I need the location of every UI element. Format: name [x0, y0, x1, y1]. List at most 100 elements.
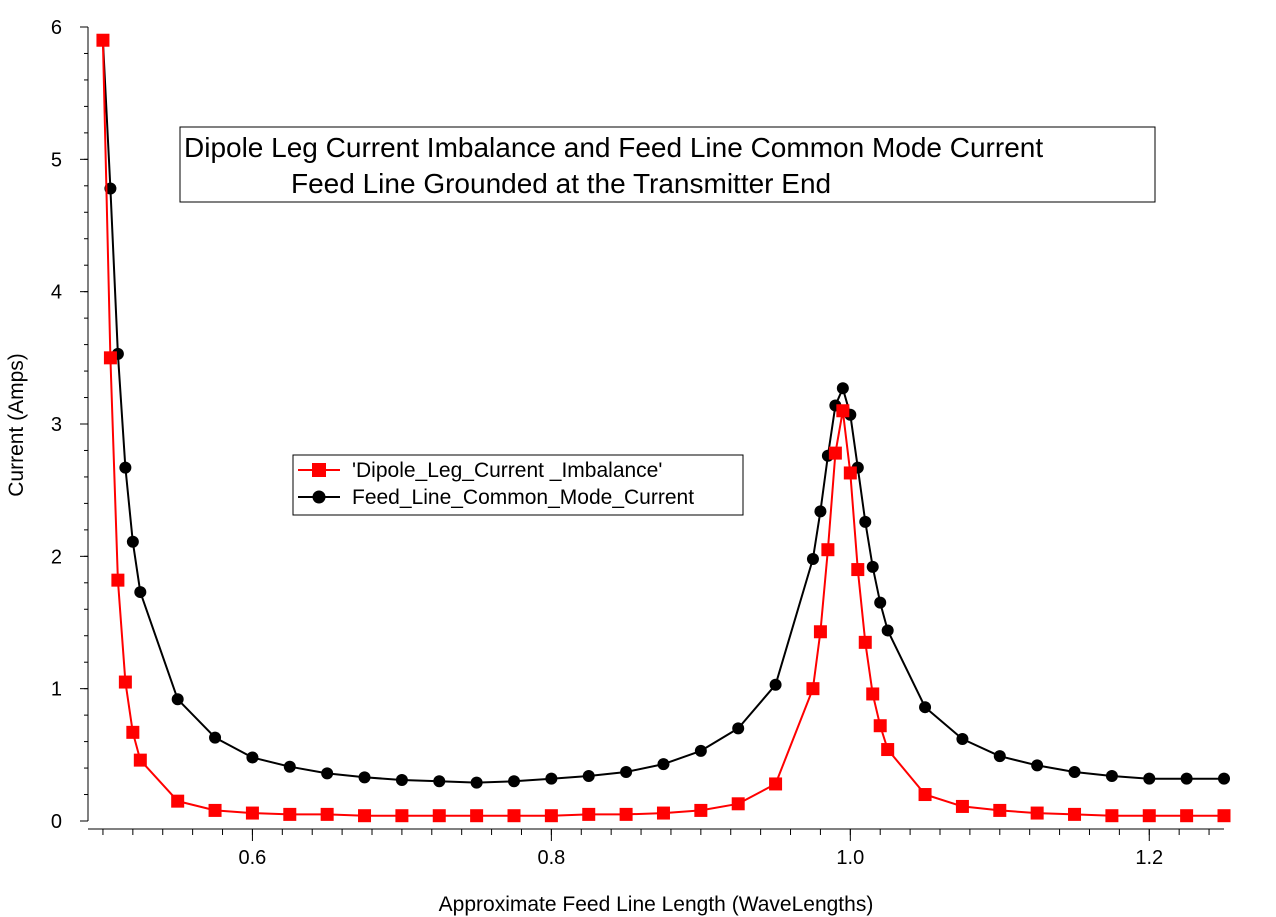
data-point: [1068, 807, 1082, 821]
x-tick-label: 0.6: [239, 847, 267, 869]
data-point: [732, 722, 745, 735]
data-point: [171, 693, 184, 706]
y-tick-label: 6: [51, 17, 62, 39]
data-point: [814, 505, 827, 518]
chart-title: Dipole Leg Current Imbalance and Feed Li…: [179, 126, 1156, 203]
data-point: [96, 33, 110, 47]
y-tick-label: 3: [51, 414, 62, 436]
data-point: [111, 573, 125, 587]
data-point: [544, 809, 558, 823]
x-tick-label: 1.2: [1135, 847, 1163, 869]
data-point: [866, 560, 879, 573]
data-point: [874, 596, 887, 609]
data-point: [470, 776, 483, 789]
data-point: [813, 625, 827, 639]
data-point: [993, 750, 1006, 763]
legend-marker-common-mode: [312, 490, 326, 504]
data-point: [881, 624, 894, 637]
data-point: [171, 794, 185, 808]
data-point: [836, 382, 849, 395]
data-point: [806, 552, 819, 565]
legend-label-imbalance: 'Dipole_Leg_Current _Imbalance': [352, 459, 662, 482]
data-point: [858, 635, 872, 649]
data-point: [358, 809, 372, 823]
data-point: [1030, 806, 1044, 820]
data-point: [508, 775, 520, 788]
data-point: [1105, 809, 1119, 823]
data-point: [806, 682, 820, 696]
data-point: [358, 771, 371, 784]
data-point: [126, 535, 139, 548]
data-point: [1218, 772, 1230, 785]
data-point: [821, 543, 835, 557]
data-point: [694, 803, 708, 817]
data-point: [395, 773, 408, 786]
data-point: [694, 744, 707, 757]
data-point: [828, 446, 842, 460]
data-point: [919, 701, 932, 714]
data-point: [866, 687, 880, 701]
data-point: [1068, 766, 1081, 779]
data-point: [126, 725, 140, 739]
data-point: [769, 777, 783, 791]
data-point: [1031, 759, 1044, 772]
data-point: [859, 515, 872, 528]
data-point: [283, 807, 297, 821]
title-line-1: Dipole Leg Current Imbalance and Feed Li…: [184, 132, 1043, 163]
data-point: [470, 809, 484, 823]
data-point: [1143, 772, 1156, 785]
data-point: [851, 563, 865, 577]
y-tick-label: 5: [51, 149, 62, 171]
data-point: [245, 806, 259, 820]
data-point: [843, 466, 857, 480]
y-tick-label: 1: [51, 679, 62, 701]
data-point: [118, 675, 132, 689]
data-point: [246, 751, 259, 764]
legend-box: [292, 454, 744, 516]
data-point: [209, 731, 222, 744]
data-point: [507, 809, 521, 823]
data-point: [993, 803, 1007, 817]
data-point: [545, 772, 558, 785]
legend-label-common-mode: Feed_Line_Common_Mode_Current: [352, 486, 694, 509]
y-tick-label: 4: [51, 282, 62, 304]
data-point: [918, 788, 932, 802]
data-point: [881, 743, 895, 757]
y-axis-label: Current (Amps): [5, 353, 28, 497]
x-tick-label: 0.8: [537, 847, 565, 869]
legend-marker-imbalance: [312, 463, 326, 477]
data-point: [731, 797, 745, 811]
data-point: [1217, 809, 1231, 823]
data-point: [103, 351, 117, 365]
data-point: [133, 753, 147, 767]
data-point: [134, 586, 147, 599]
data-point: [619, 807, 633, 821]
axes: 0 1 2 3 4 5 6 0.6 0.8 1.0 1.2: [51, 17, 1224, 869]
data-point: [433, 775, 446, 788]
data-point: [1142, 809, 1156, 823]
y-tick-label: 0: [51, 811, 62, 833]
data-point: [1180, 809, 1194, 823]
data-point: [119, 461, 132, 474]
data-point: [395, 809, 409, 823]
series-feed-line-common-mode-current: [96, 34, 1230, 789]
series-layer: [96, 33, 1231, 823]
legend: 'Dipole_Leg_Current _Imbalance' Feed_Lin…: [292, 454, 744, 516]
data-point: [955, 799, 969, 813]
data-point: [320, 807, 334, 821]
data-point: [432, 809, 446, 823]
data-point: [1180, 772, 1193, 785]
data-point: [769, 678, 782, 691]
data-point: [620, 766, 633, 779]
data-point: [208, 803, 222, 817]
title-box: [179, 126, 1156, 203]
data-point: [582, 807, 596, 821]
data-point: [656, 806, 670, 820]
y-tick-label: 2: [51, 546, 62, 568]
data-point: [836, 404, 850, 418]
x-tick-label: 1.0: [836, 847, 864, 869]
data-point: [657, 758, 670, 771]
title-line-2: Feed Line Grounded at the Transmitter En…: [291, 168, 831, 199]
data-point: [1105, 770, 1118, 783]
